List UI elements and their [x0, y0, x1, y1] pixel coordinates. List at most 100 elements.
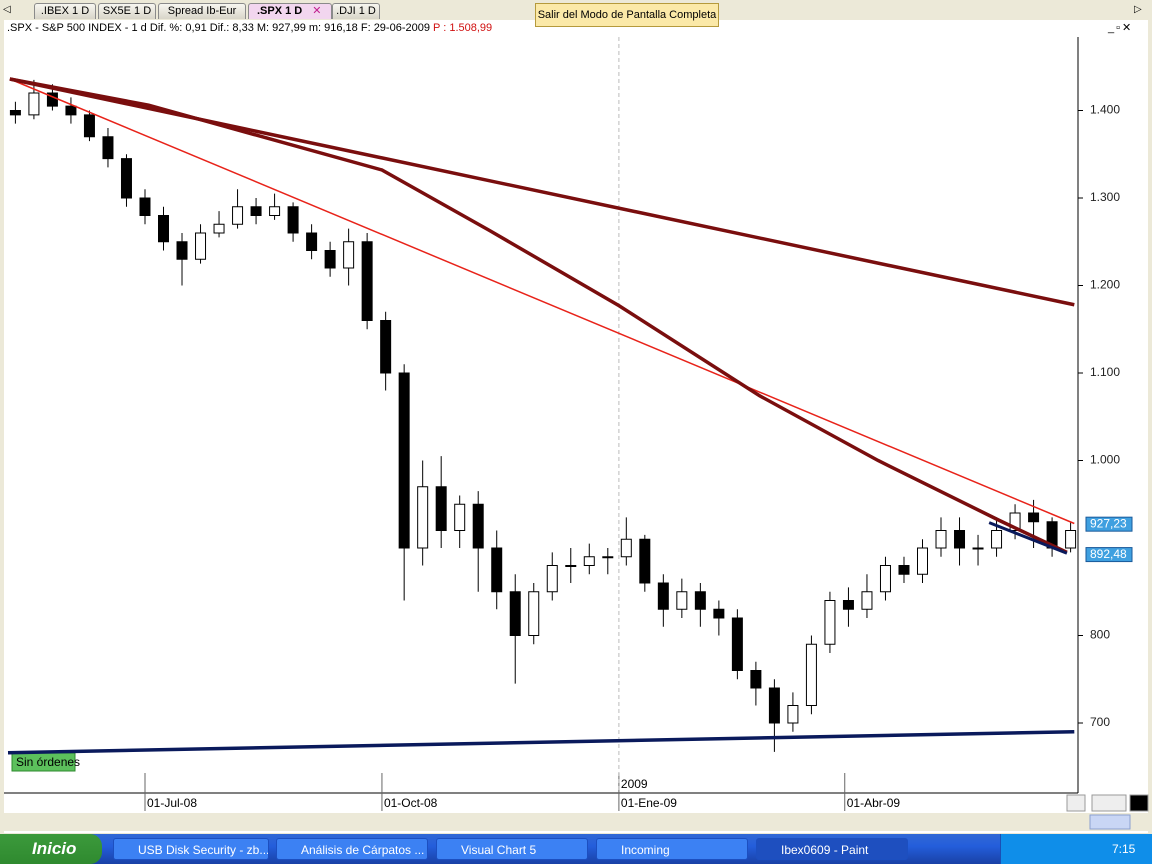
candle-body — [620, 538, 632, 558]
price-tag-label: 927,23 — [1090, 516, 1127, 530]
fullscreen-button[interactable]: Salir del Modo de Pantalla Completa — [535, 3, 719, 27]
tray — [1000, 834, 1152, 864]
task-button[interactable]: Incoming — [596, 838, 748, 860]
candle-body — [676, 591, 688, 610]
y-tick-label: 1.400 — [1090, 103, 1120, 117]
candle-body — [361, 241, 373, 321]
candle-body — [972, 547, 984, 550]
candle-body — [824, 600, 836, 645]
task-button[interactable]: Visual Chart 5 — [436, 838, 588, 860]
candle-body — [65, 105, 77, 116]
stat: F: 29-06-2009 — [360, 22, 430, 34]
candle-body — [657, 582, 669, 610]
chart-bg — [4, 37, 1148, 833]
candle-body — [898, 565, 910, 575]
overlay-line — [9, 77, 1068, 554]
candle-body — [546, 565, 558, 593]
scroll-thumb[interactable] — [1089, 814, 1131, 830]
tool-button[interactable] — [1091, 794, 1127, 812]
tab[interactable]: .DJI 1 D — [332, 3, 380, 19]
candle-body — [472, 503, 484, 549]
candle-body — [287, 206, 299, 234]
stat: Dif. %: 0,91 — [149, 22, 207, 34]
candle-body — [750, 670, 762, 689]
candle-body — [213, 223, 225, 234]
candle-body — [250, 206, 262, 216]
candle-body — [28, 92, 40, 116]
candle-body — [1028, 512, 1040, 523]
candle-body — [417, 486, 429, 549]
task-button[interactable]: Análisis de Cárpatos ... — [276, 838, 428, 860]
tab[interactable]: .SPX 1 D ✕ — [248, 3, 332, 19]
candle-body — [120, 158, 132, 199]
candle-body — [935, 530, 947, 549]
candle-body — [306, 232, 318, 251]
candle-body — [232, 206, 244, 225]
y-tick-label: 800 — [1090, 628, 1110, 642]
y-tick-label: 1.100 — [1090, 365, 1120, 379]
candle-body — [694, 591, 706, 610]
year-label: 2009 — [621, 777, 648, 791]
x-tick-label: 01-Ene-09 — [621, 796, 677, 810]
stat: m: 916,18 — [308, 22, 358, 34]
tab[interactable]: .IBEX 1 D — [34, 3, 96, 19]
chart-header: .SPX - S&P 500 INDEX - 1 d Dif. %: 0,91 … — [4, 20, 1148, 37]
candle-body — [454, 503, 466, 531]
candle-body — [805, 643, 817, 706]
scroll-left[interactable]: ◁ — [3, 4, 11, 15]
y-tick-label: 1.000 — [1090, 453, 1120, 467]
x-tick-label: 01-Oct-08 — [384, 796, 438, 810]
tab[interactable]: SX5E 1 D — [98, 3, 156, 19]
tab[interactable]: Spread Ib-Eur — [158, 3, 246, 19]
stat: Dif.: 8,33 — [209, 22, 254, 34]
task-button[interactable]: Ibex0609 - Paint — [756, 838, 908, 860]
candle-body — [528, 591, 540, 636]
candle-body — [324, 250, 336, 269]
candle-body — [435, 486, 447, 531]
y-tick-label: 1.300 — [1090, 190, 1120, 204]
x-tick-label: 01-Jul-08 — [147, 796, 197, 810]
price-tag-label: 892,48 — [1090, 547, 1127, 561]
price-tag — [1085, 516, 1133, 532]
candle-body — [639, 538, 651, 584]
tool-button[interactable] — [1066, 794, 1086, 812]
start-button[interactable]: Inicio — [0, 834, 102, 864]
candle-body — [713, 608, 725, 619]
candle-body — [565, 565, 577, 567]
candle-body — [916, 547, 928, 575]
candle-body — [842, 600, 854, 610]
y-tick-label: 700 — [1090, 715, 1110, 729]
task-button[interactable]: USB Disk Security - zb... — [113, 838, 269, 860]
orders-label: Sin órdenes — [16, 755, 80, 769]
candle-body — [1009, 512, 1021, 531]
candle-body — [343, 241, 355, 269]
close-tab[interactable]: ✕ — [312, 5, 322, 17]
candle-body — [195, 232, 207, 260]
x-tick-label: 01-Abr-09 — [847, 796, 901, 810]
candle-body — [139, 197, 151, 216]
window-controls[interactable]: _▫✕ — [1108, 22, 1134, 34]
chart: Sin órdenes 700 800 1.000 1.100 1.200 1.300 1.… — [4, 37, 1149, 833]
overlay-line — [9, 78, 1075, 525]
clock: 7:15 — [1112, 842, 1136, 856]
scroll-right[interactable]: ▷ — [1134, 4, 1142, 15]
candle-body — [491, 547, 503, 593]
stat: P : 1.508,99 — [433, 22, 493, 34]
candle-body — [158, 215, 170, 243]
candle-body — [583, 556, 595, 566]
scrollbar[interactable] — [4, 813, 1148, 831]
tab-label: .SPX 1 D — [257, 5, 303, 17]
candle-body — [731, 617, 743, 671]
candle-body — [787, 705, 799, 724]
candle-body — [509, 591, 521, 636]
candle-body — [9, 110, 21, 116]
tool-button[interactable] — [1129, 794, 1149, 812]
candle-body — [861, 591, 873, 610]
candle-body — [991, 530, 1003, 549]
tab-bar: ◁ ▷ .IBEX 1 D SX5E 1 D Spread Ib-Eur .SP… — [0, 0, 1152, 27]
candle-body — [768, 687, 780, 724]
candle-body — [1065, 530, 1077, 549]
candle-body — [83, 114, 95, 138]
symbol: .SPX - S&P 500 INDEX - 1 d — [7, 22, 147, 34]
